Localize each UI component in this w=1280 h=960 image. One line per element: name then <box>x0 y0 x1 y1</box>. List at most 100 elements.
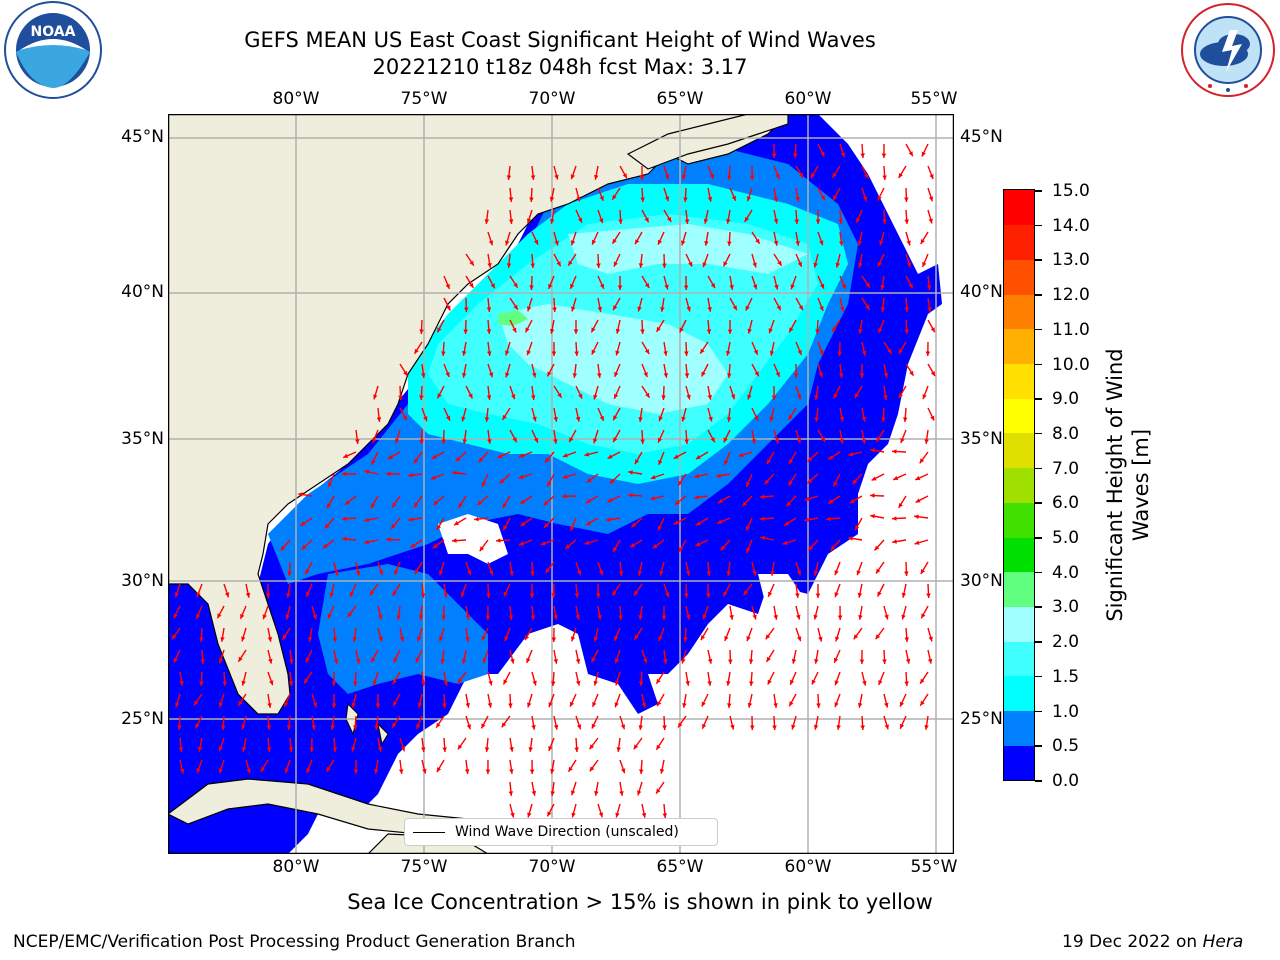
wave-direction-arrowhead <box>746 636 751 642</box>
colorbar-segment <box>1004 224 1034 260</box>
wave-direction-arrowhead <box>618 571 624 576</box>
wave-direction-arrowhead <box>706 593 711 598</box>
wave-direction-arrowhead <box>898 348 903 354</box>
wave-direction-arrowhead <box>461 416 466 422</box>
map-frame <box>167 113 955 855</box>
wave-direction-arrowhead <box>859 659 865 664</box>
wave-direction-arrowhead <box>773 218 779 224</box>
wave-direction-arrowhead <box>572 373 578 378</box>
wave-direction-arrowhead <box>593 680 598 686</box>
wave-direction-arrowhead <box>893 475 899 480</box>
wave-direction-arrowhead <box>217 613 222 619</box>
wave-direction-arrowhead <box>612 238 617 244</box>
wave-direction-arrowhead <box>684 593 689 598</box>
wave-direction-arrowhead <box>848 452 854 457</box>
wave-direction-arrowhead <box>820 195 825 201</box>
wave-direction-arrowhead <box>830 545 836 551</box>
colorbar-segment <box>1004 328 1034 365</box>
wave-direction-arrowhead <box>884 614 889 620</box>
wave-direction-arrowhead <box>482 658 487 664</box>
wave-direction-arrowhead <box>570 636 576 642</box>
wave-direction-arrowhead <box>441 615 446 620</box>
wave-direction-arrowhead <box>551 681 556 686</box>
wave-direction-arrowhead <box>681 416 686 422</box>
wave-direction-arrowhead <box>815 219 821 224</box>
wave-direction-arrowhead <box>747 394 752 400</box>
wave-direction-arrowhead <box>284 768 289 774</box>
wave-direction-arrowhead <box>858 329 863 334</box>
wave-direction-arrowhead <box>238 700 243 706</box>
wave-direction-arrowhead <box>747 328 752 334</box>
wave-direction-arrowhead <box>745 305 750 311</box>
wave-direction-arrowhead <box>814 395 819 400</box>
wave-direction-arrowhead <box>892 449 897 454</box>
wave-direction-arrowhead <box>241 680 246 686</box>
wave-direction-arrowhead <box>643 372 648 377</box>
wave-direction-arrowhead <box>661 615 667 620</box>
colorbar-segment <box>1004 571 1034 607</box>
wave-field-2.0-3.0-b <box>498 304 728 414</box>
wave-direction-arrowhead <box>556 261 561 267</box>
wave-direction-arrowhead <box>904 329 909 334</box>
wave-direction-arrowhead <box>839 241 844 246</box>
wave-direction-arrowhead <box>484 747 490 752</box>
wave-direction-arrowhead <box>882 175 887 180</box>
no-data-hole <box>668 704 954 854</box>
wave-direction-arrowhead <box>641 702 647 708</box>
colorbar-segment <box>1004 398 1034 434</box>
wave-direction-arrowhead <box>218 746 223 752</box>
wave-direction-arrowhead <box>865 304 870 310</box>
lon-label-bottom: 70°W <box>528 857 576 877</box>
wave-direction-arrowhead <box>418 615 424 620</box>
wave-direction-arrowhead <box>660 307 665 312</box>
wave-direction-arrowhead <box>723 437 728 443</box>
wave-direction-arrowhead <box>900 723 905 729</box>
wave-direction-arrowhead <box>532 372 537 378</box>
wave-direction-arrowhead <box>906 262 912 268</box>
wave-direction-arrowhead <box>928 636 933 642</box>
wave-direction-arrowhead <box>791 724 796 730</box>
wave-direction-arrowhead <box>746 547 751 553</box>
wave-direction-arrowhead <box>438 570 444 576</box>
wave-direction-arrowhead <box>796 570 802 576</box>
wave-direction-arrowhead <box>922 261 927 267</box>
lon-label-top: 60°W <box>784 89 832 109</box>
no-data-hole <box>758 574 808 614</box>
wave-direction-arrowhead <box>881 153 887 158</box>
wave-direction-arrowhead <box>508 219 514 224</box>
wave-direction-arrowhead <box>503 591 508 597</box>
wave-direction-arrowhead <box>673 520 679 525</box>
wave-direction-arrowhead <box>465 637 470 642</box>
wave-direction-arrowhead <box>640 197 645 202</box>
wave-direction-arrowhead <box>618 219 623 224</box>
lon-label-bottom: 60°W <box>784 857 832 877</box>
wave-direction-arrowhead <box>570 701 575 707</box>
wave-direction-arrowhead <box>777 260 782 266</box>
wave-direction-arrowhead <box>568 260 573 266</box>
wave-direction-arrowhead <box>878 680 883 685</box>
wave-direction-arrowhead <box>308 637 313 642</box>
wave-direction-arrowhead <box>584 540 590 545</box>
wave-direction-arrowhead <box>617 285 623 290</box>
wave-direction-arrowhead <box>612 194 617 200</box>
wave-direction-arrowhead <box>398 395 403 400</box>
wave-direction-arrowhead <box>695 542 701 547</box>
wave-direction-arrowhead <box>408 472 413 478</box>
wave-direction-arrowhead <box>658 416 663 422</box>
wave-direction-arrowhead <box>616 747 621 752</box>
colorbar-tick-mark <box>1035 745 1042 747</box>
wave-direction-arrowhead <box>510 812 515 818</box>
wave-direction-arrowhead <box>710 437 715 443</box>
wave-direction-arrowhead <box>372 680 378 686</box>
wave-direction-arrowhead <box>596 263 601 268</box>
wave-direction-arrowhead <box>663 351 668 356</box>
wave-direction-arrowhead <box>510 658 515 664</box>
wave-direction-arrowhead <box>445 283 450 289</box>
wave-direction-arrowhead <box>441 439 446 444</box>
wave-direction-arrowhead <box>700 348 705 354</box>
wave-direction-arrowhead <box>548 746 553 751</box>
wave-direction-arrowhead <box>570 525 575 531</box>
wave-direction-arrowhead <box>930 371 935 377</box>
wave-direction-arrowhead <box>452 538 457 543</box>
wave-direction-arrowhead <box>634 459 640 465</box>
